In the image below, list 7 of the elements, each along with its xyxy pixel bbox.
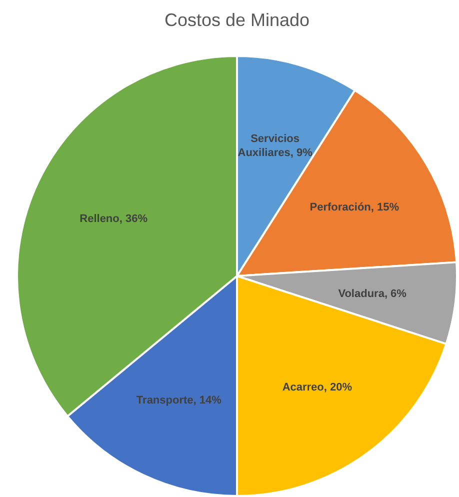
- slice-label: Perforación, 15%: [310, 202, 400, 214]
- slice-label: Transporte, 14%: [136, 394, 222, 406]
- slice-label: Relleno, 36%: [80, 212, 148, 225]
- slice-label: Voladura, 6%: [338, 288, 407, 300]
- slice-label: Servicios Auxiliares, 9%: [238, 133, 313, 160]
- slice-label: Acarreo, 20%: [282, 381, 352, 394]
- chart-title: Costos de Minado: [164, 10, 310, 30]
